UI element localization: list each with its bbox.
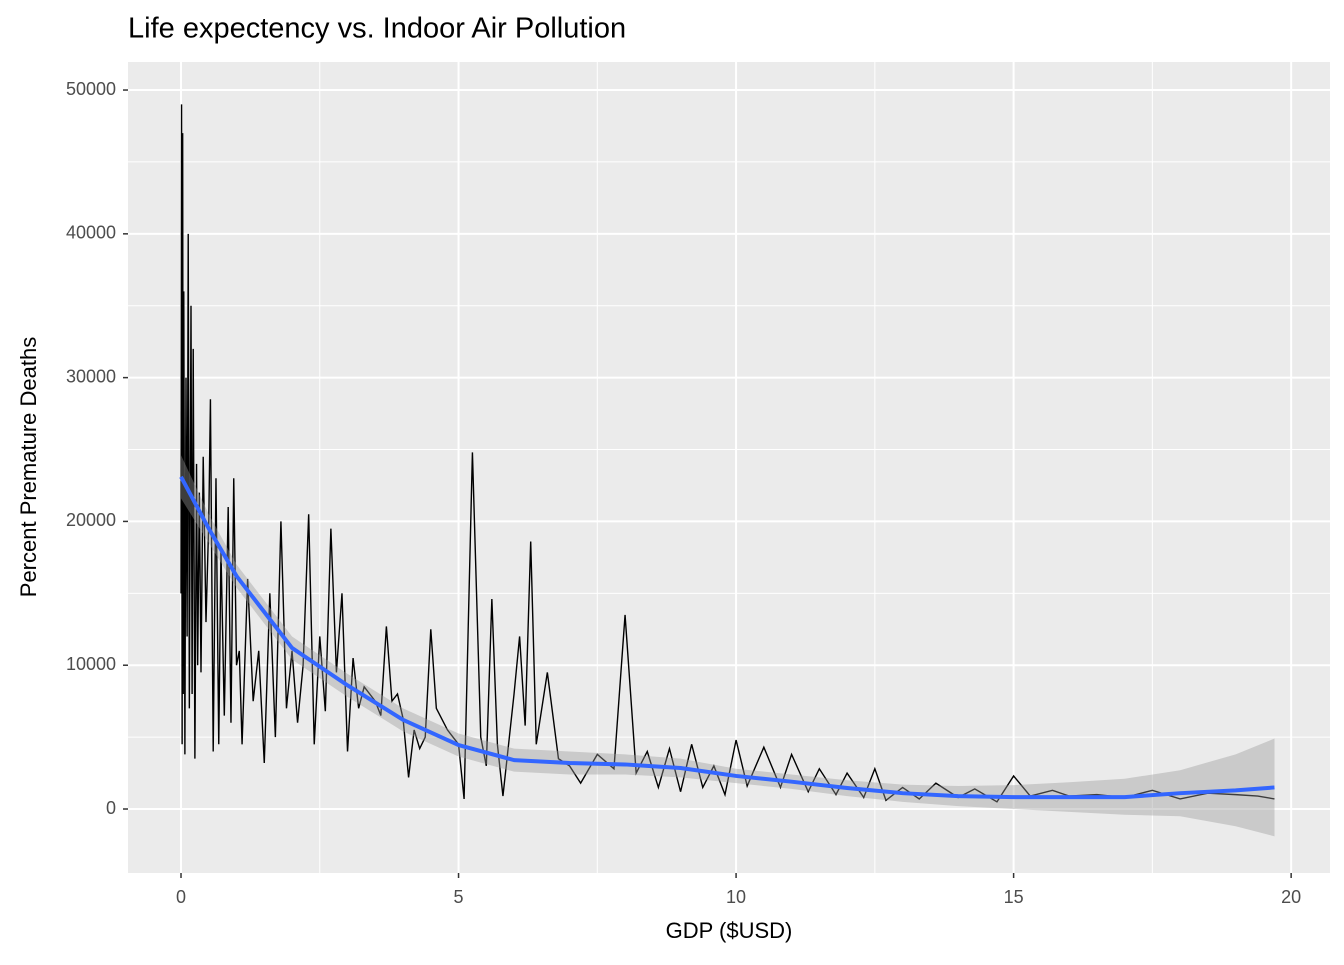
data-line bbox=[180, 104, 1275, 803]
x-tick-label: 20 bbox=[1281, 887, 1301, 907]
x-tick-label: 5 bbox=[454, 887, 464, 907]
x-axis-title: GDP ($USD) bbox=[666, 918, 793, 943]
y-tick-label: 40000 bbox=[66, 223, 116, 243]
y-tick-label: 20000 bbox=[66, 510, 116, 530]
panel bbox=[128, 62, 1330, 873]
y-tick-label: 0 bbox=[106, 798, 116, 818]
x-tick-label: 10 bbox=[726, 887, 746, 907]
x-tick-label: 0 bbox=[176, 887, 186, 907]
y-tick-label: 10000 bbox=[66, 654, 116, 674]
x-tick-label: 15 bbox=[1004, 887, 1024, 907]
marks bbox=[179, 104, 1275, 837]
y-tick-label: 30000 bbox=[66, 366, 116, 386]
y-axis-title: Percent Premature Deaths bbox=[16, 337, 41, 597]
smooth-line bbox=[179, 475, 1275, 800]
chart-title: Life expectency vs. Indoor Air Pollution bbox=[128, 13, 626, 45]
y-tick-label: 50000 bbox=[66, 79, 116, 99]
